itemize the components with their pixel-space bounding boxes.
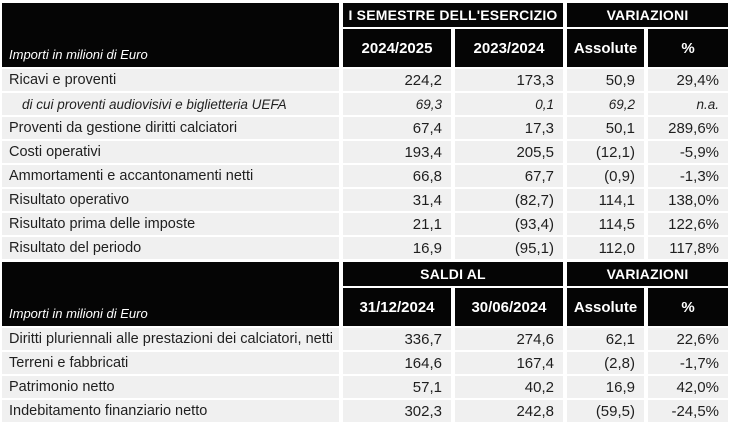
group-header-semester: I SEMESTRE DELL'ESERCIZIO	[343, 3, 563, 27]
row-value: 164,6	[343, 352, 451, 374]
row-value: n.a.	[648, 93, 728, 115]
row-value: -1,3%	[648, 165, 728, 187]
column-header-30-06-2024: 30/06/2024	[455, 288, 563, 326]
row-value: (95,1)	[455, 237, 563, 259]
group-header-variations: VARIAZIONI	[567, 3, 728, 27]
column-header-2023-2024: 2023/2024	[455, 29, 563, 67]
row-value: 302,3	[343, 400, 451, 422]
row-label: Indebitamento finanziario netto	[2, 400, 339, 422]
row-value: -24,5%	[648, 400, 728, 422]
row-value: (0,9)	[567, 165, 644, 187]
row-value: 16,9	[567, 376, 644, 398]
row-value: -5,9%	[648, 141, 728, 163]
row-value: 117,8%	[648, 237, 728, 259]
row-value: (59,5)	[567, 400, 644, 422]
units-label: Importi in milioni di Euro	[9, 306, 148, 321]
group-header-balances: SALDI AL	[343, 262, 563, 286]
row-value: 69,3	[343, 93, 451, 115]
income-statement-section: Importi in milioni di Euro I SEMESTRE DE…	[2, 3, 728, 259]
column-header-2024-2025: 2024/2025	[343, 29, 451, 67]
row-value: (93,4)	[455, 213, 563, 235]
row-value: 205,5	[455, 141, 563, 163]
column-header-absolute: Assolute	[567, 288, 644, 326]
row-value: 62,1	[567, 328, 644, 350]
row-value: 21,1	[343, 213, 451, 235]
row-value: 289,6%	[648, 117, 728, 139]
row-value: 17,3	[455, 117, 563, 139]
group-header-variations: VARIAZIONI	[567, 262, 728, 286]
row-value: 138,0%	[648, 189, 728, 211]
row-label: Ricavi e proventi	[2, 69, 339, 91]
row-value: 67,7	[455, 165, 563, 187]
row-value: 57,1	[343, 376, 451, 398]
row-value: (2,8)	[567, 352, 644, 374]
row-value: 40,2	[455, 376, 563, 398]
row-label: Patrimonio netto	[2, 376, 339, 398]
row-value: 173,3	[455, 69, 563, 91]
row-value: 0,1	[455, 93, 563, 115]
row-value: 224,2	[343, 69, 451, 91]
row-value: -1,7%	[648, 352, 728, 374]
row-value: 114,5	[567, 213, 644, 235]
row-value: 112,0	[567, 237, 644, 259]
column-header-percent: %	[648, 288, 728, 326]
row-value: 50,9	[567, 69, 644, 91]
row-label: Risultato operativo	[2, 189, 339, 211]
row-value: 167,4	[455, 352, 563, 374]
row-value: 274,6	[455, 328, 563, 350]
row-value: 16,9	[343, 237, 451, 259]
row-value: 22,6%	[648, 328, 728, 350]
row-value: 50,1	[567, 117, 644, 139]
row-value: 336,7	[343, 328, 451, 350]
row-label: Risultato prima delle imposte	[2, 213, 339, 235]
balance-section: Importi in milioni di Euro SALDI AL VARI…	[2, 262, 728, 422]
units-corner-cell: Importi in milioni di Euro	[2, 3, 339, 67]
row-value: 66,8	[343, 165, 451, 187]
row-value: 42,0%	[648, 376, 728, 398]
row-value: (12,1)	[567, 141, 644, 163]
row-value: 122,6%	[648, 213, 728, 235]
row-value: 114,1	[567, 189, 644, 211]
row-label: di cui proventi audiovisivi e biglietter…	[2, 93, 339, 115]
column-header-absolute: Assolute	[567, 29, 644, 67]
row-label: Costi operativi	[2, 141, 339, 163]
row-value: 193,4	[343, 141, 451, 163]
row-value: 242,8	[455, 400, 563, 422]
row-value: 31,4	[343, 189, 451, 211]
row-value: (82,7)	[455, 189, 563, 211]
units-corner-cell: Importi in milioni di Euro	[2, 262, 339, 326]
column-header-31-12-2024: 31/12/2024	[343, 288, 451, 326]
row-value: 69,2	[567, 93, 644, 115]
row-label: Diritti pluriennali alle prestazioni dei…	[2, 328, 339, 350]
row-value: 67,4	[343, 117, 451, 139]
column-header-percent: %	[648, 29, 728, 67]
units-label: Importi in milioni di Euro	[9, 47, 148, 62]
row-label: Risultato del periodo	[2, 237, 339, 259]
row-label: Terreni e fabbricati	[2, 352, 339, 374]
row-value: 29,4%	[648, 69, 728, 91]
row-label: Proventi da gestione diritti calciatori	[2, 117, 339, 139]
row-label: Ammortamenti e accantonamenti netti	[2, 165, 339, 187]
